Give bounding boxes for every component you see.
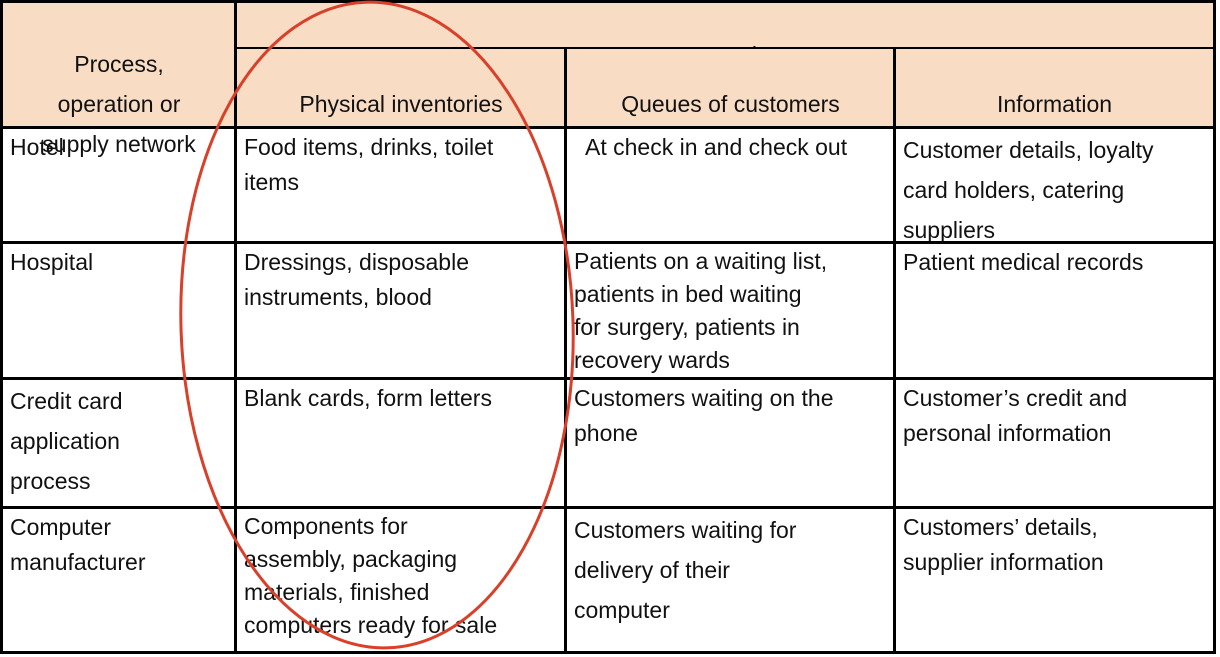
- header-physical-inventories: Physical inventories: [236, 48, 566, 127]
- table-row-hospital-queues: Patients on a waiting list, patients in …: [574, 248, 828, 373]
- table-row-hotel-information: Customer details, loyalty card holders, …: [903, 137, 1154, 243]
- table-row-hotel-process: Hotel: [10, 134, 64, 160]
- header-information-label: Information: [996, 91, 1113, 117]
- header-process-cell: Process, operation or supply network: [2, 2, 236, 157]
- grid-line: [0, 241, 1216, 244]
- table-row-creditcard-information: Customer’s credit and personal informati…: [903, 385, 1128, 446]
- table-row-computer-information: Customers’ details, supplier information: [903, 514, 1104, 575]
- grid-line: [0, 377, 1216, 380]
- table-row-computer-physical: Components for assembly, packaging mater…: [244, 513, 498, 638]
- header-inventories-group: ‘Inventories’: [236, 2, 1214, 68]
- header-queues-of-customers: Queues of customers: [566, 48, 895, 127]
- grid-line: [564, 47, 567, 654]
- grid-line: [0, 0, 3, 654]
- table-row-creditcard-process: Credit card application process: [10, 388, 123, 494]
- grid-line: [0, 651, 1216, 654]
- grid-line: [0, 0, 1216, 3]
- grid-line: [234, 0, 237, 654]
- grid-line: [0, 506, 1216, 509]
- table-row-computer-queues: Customers waiting for delivery of their …: [574, 517, 797, 623]
- header-physical-label: Physical inventories: [299, 91, 503, 117]
- grid-line: [236, 47, 1216, 49]
- table-row-creditcard-queues: Customers waiting on the phone: [574, 385, 834, 446]
- header-queues-label: Queues of customers: [621, 91, 840, 117]
- grid-line: [1213, 0, 1216, 654]
- table-row-creditcard-physical: Blank cards, form letters: [244, 385, 492, 411]
- table-row-hotel-queues: At check in and check out: [585, 134, 848, 160]
- table-row-hospital-process: Hospital: [10, 249, 94, 275]
- table-row-hospital-information: Patient medical records: [903, 249, 1144, 275]
- grid-line: [893, 47, 896, 654]
- table-row-hotel-physical: Food items, drinks, toilet items: [244, 134, 494, 195]
- table-row-hospital-physical: Dressings, disposable instruments, blood: [244, 249, 470, 310]
- table-row-computer-process: Computer manufacturer: [10, 514, 146, 575]
- grid-line: [0, 126, 1216, 129]
- header-information: Information: [895, 48, 1214, 127]
